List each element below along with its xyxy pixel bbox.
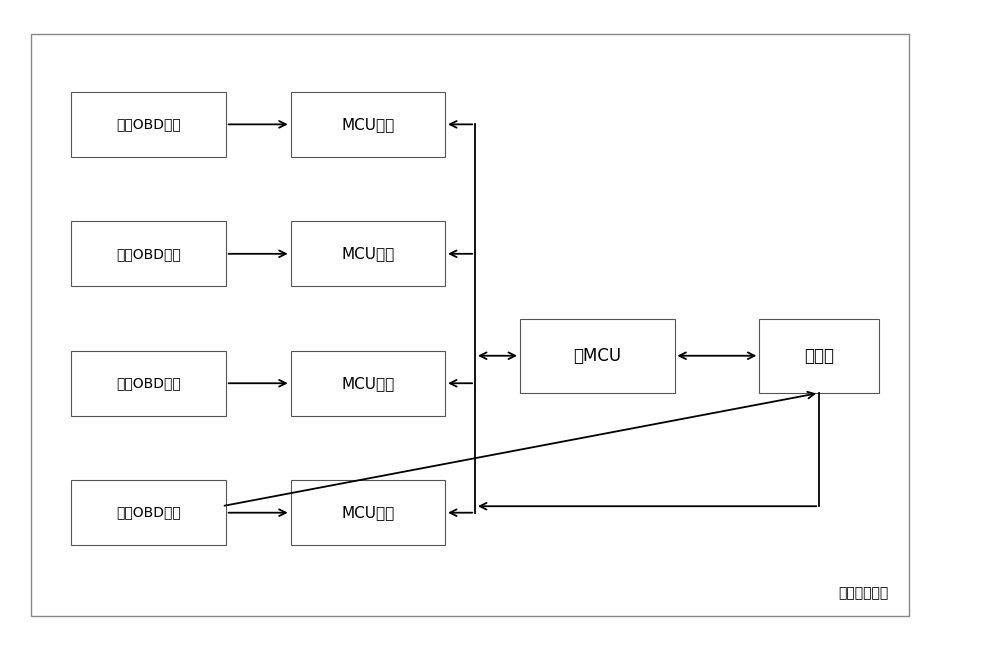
Text: 车载OBD设备: 车载OBD设备 <box>116 376 181 390</box>
Bar <box>291 92 445 157</box>
Text: MCU外设: MCU外设 <box>341 246 394 261</box>
Bar <box>71 222 226 286</box>
Text: 车载OBD设备: 车载OBD设备 <box>116 118 181 131</box>
Bar <box>759 318 879 393</box>
Bar <box>520 318 675 393</box>
Text: 标定测试平台: 标定测试平台 <box>839 586 889 600</box>
Text: MCU外设: MCU外设 <box>341 117 394 132</box>
Text: 计算机: 计算机 <box>804 346 834 365</box>
Text: 车载OBD设备: 车载OBD设备 <box>116 247 181 261</box>
Bar <box>71 351 226 415</box>
Bar <box>71 92 226 157</box>
Bar <box>291 351 445 415</box>
Text: 主MCU: 主MCU <box>573 346 621 365</box>
Text: MCU外设: MCU外设 <box>341 505 394 520</box>
Bar <box>291 480 445 545</box>
Bar <box>71 480 226 545</box>
Bar <box>31 34 909 616</box>
Bar <box>291 222 445 286</box>
Text: 车载OBD设备: 车载OBD设备 <box>116 506 181 520</box>
Text: MCU外设: MCU外设 <box>341 376 394 391</box>
